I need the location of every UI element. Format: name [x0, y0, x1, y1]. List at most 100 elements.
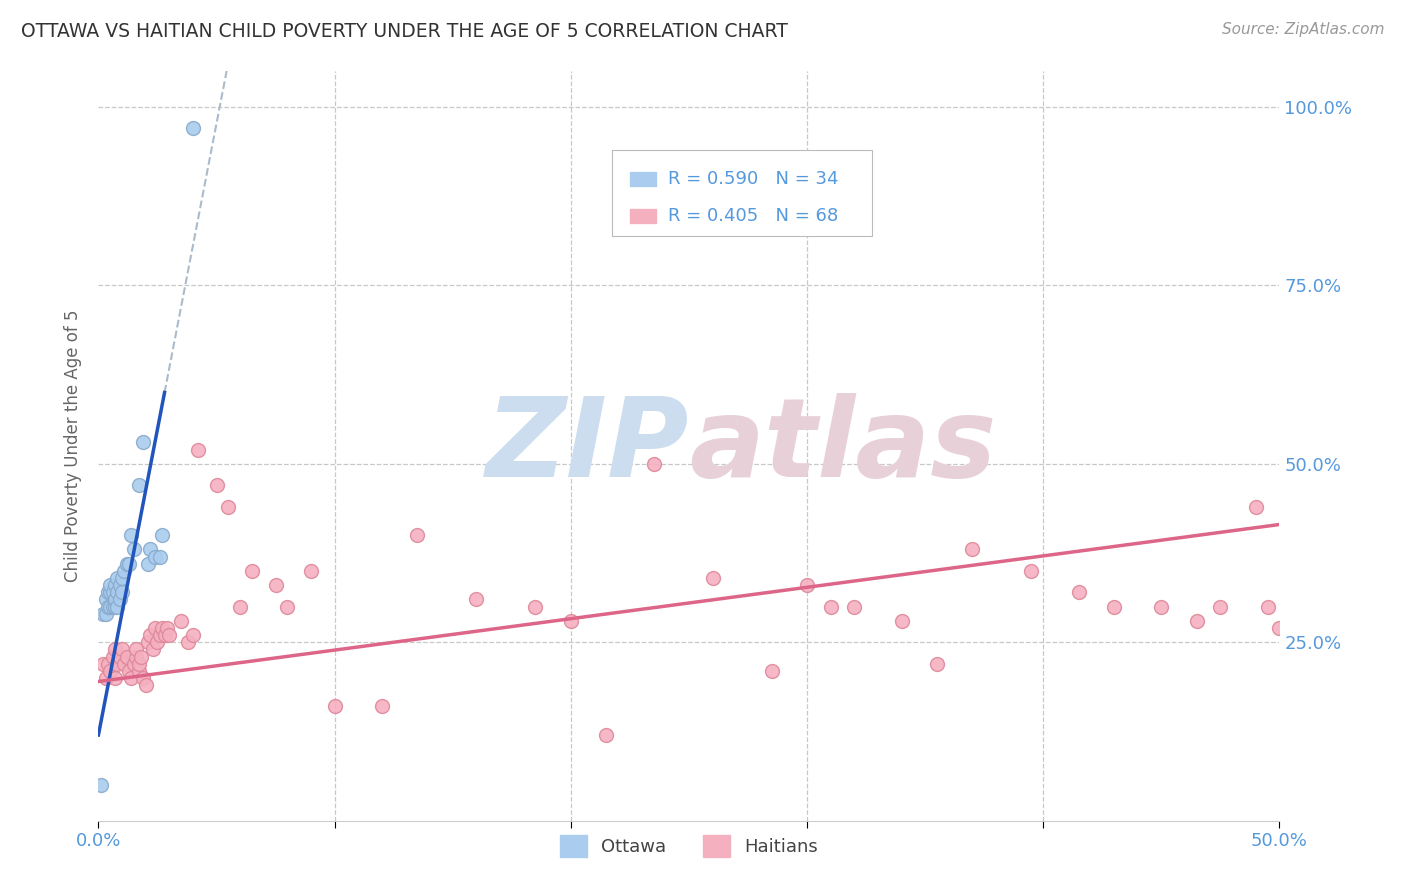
- Point: [98, 578, 121, 592]
- Point: [94, 592, 117, 607]
- Point: [323, 699, 346, 714]
- Point: [125, 649, 148, 664]
- Point: [111, 642, 134, 657]
- Point: [1268, 621, 1291, 635]
- Point: [844, 599, 866, 614]
- Point: [101, 585, 124, 599]
- Point: [97, 599, 120, 614]
- Point: [105, 585, 128, 599]
- Point: [91, 657, 114, 671]
- Point: [121, 671, 143, 685]
- Point: [149, 549, 172, 564]
- Point: [150, 621, 173, 635]
- Point: [98, 585, 121, 599]
- Y-axis label: Child Poverty Under the Age of 5: Child Poverty Under the Age of 5: [65, 310, 83, 582]
- Point: [181, 121, 204, 136]
- Point: [761, 664, 783, 678]
- Point: [276, 599, 298, 614]
- Point: [115, 557, 138, 571]
- Point: [135, 678, 157, 692]
- Text: OTTAWA VS HAITIAN CHILD POVERTY UNDER THE AGE OF 5 CORRELATION CHART: OTTAWA VS HAITIAN CHILD POVERTY UNDER TH…: [21, 22, 787, 41]
- Point: [136, 557, 159, 571]
- Point: [94, 671, 117, 685]
- Point: [371, 699, 394, 714]
- Bar: [630, 172, 655, 186]
- Point: [153, 628, 176, 642]
- Point: [108, 649, 131, 664]
- Point: [136, 635, 159, 649]
- Point: [181, 628, 204, 642]
- Point: [139, 542, 162, 557]
- Point: [1102, 599, 1125, 614]
- Point: [156, 621, 179, 635]
- Point: [264, 578, 287, 592]
- Point: [1150, 599, 1173, 614]
- Point: [104, 592, 127, 607]
- Point: [98, 664, 121, 678]
- Point: [115, 649, 138, 664]
- Point: [105, 571, 128, 585]
- Point: [142, 642, 165, 657]
- Point: [118, 664, 141, 678]
- Point: [101, 599, 124, 614]
- Point: [595, 728, 617, 742]
- Point: [890, 614, 912, 628]
- Point: [1257, 599, 1279, 614]
- Point: [105, 599, 128, 614]
- Point: [962, 542, 984, 557]
- Point: [796, 578, 818, 592]
- Point: [1021, 564, 1043, 578]
- Point: [104, 578, 127, 592]
- Point: [229, 599, 252, 614]
- Text: ZIP: ZIP: [485, 392, 689, 500]
- Point: [925, 657, 948, 671]
- Point: [217, 500, 239, 514]
- Point: [157, 628, 180, 642]
- Point: [97, 657, 120, 671]
- Point: [91, 607, 114, 621]
- Point: [299, 564, 322, 578]
- Point: [143, 549, 166, 564]
- Point: [406, 528, 429, 542]
- Text: R = 0.405   N = 68: R = 0.405 N = 68: [668, 207, 838, 226]
- Text: R = 0.590   N = 34: R = 0.590 N = 34: [668, 170, 838, 188]
- Point: [128, 478, 150, 492]
- Point: [125, 642, 148, 657]
- Point: [104, 671, 127, 685]
- Point: [118, 557, 141, 571]
- Point: [1067, 585, 1090, 599]
- Point: [122, 657, 145, 671]
- Point: [139, 628, 162, 642]
- Point: [128, 664, 150, 678]
- Point: [104, 599, 127, 614]
- Point: [643, 457, 665, 471]
- Point: [97, 585, 120, 599]
- Point: [122, 542, 145, 557]
- Point: [177, 635, 200, 649]
- Point: [111, 585, 134, 599]
- Point: [129, 649, 152, 664]
- Point: [150, 528, 173, 542]
- Point: [146, 635, 169, 649]
- Point: [820, 599, 842, 614]
- Bar: [630, 210, 655, 223]
- Text: atlas: atlas: [689, 392, 997, 500]
- Point: [98, 599, 121, 614]
- Point: [121, 528, 143, 542]
- Point: [112, 564, 135, 578]
- Point: [187, 442, 209, 457]
- Point: [149, 628, 172, 642]
- Point: [108, 578, 131, 592]
- Point: [560, 614, 582, 628]
- Text: Source: ZipAtlas.com: Source: ZipAtlas.com: [1222, 22, 1385, 37]
- Point: [1185, 614, 1208, 628]
- Point: [205, 478, 228, 492]
- Point: [1244, 500, 1267, 514]
- Point: [112, 657, 135, 671]
- Point: [104, 642, 127, 657]
- Point: [1209, 599, 1232, 614]
- Point: [132, 435, 155, 450]
- Point: [105, 657, 128, 671]
- Point: [111, 571, 134, 585]
- FancyBboxPatch shape: [612, 150, 872, 236]
